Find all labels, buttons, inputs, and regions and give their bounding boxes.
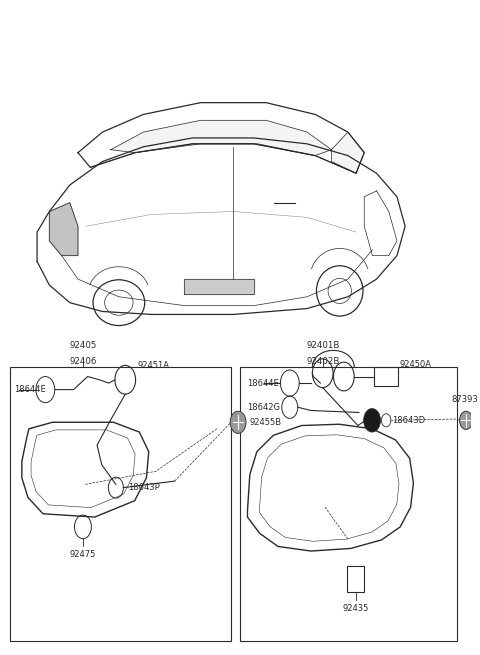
Circle shape xyxy=(230,411,246,434)
Polygon shape xyxy=(332,132,364,174)
Text: 92435: 92435 xyxy=(342,604,369,613)
Bar xyxy=(10,367,231,641)
Text: 18643D: 18643D xyxy=(392,416,425,425)
Text: 92405: 92405 xyxy=(69,341,96,350)
Text: 92406: 92406 xyxy=(69,357,96,366)
Text: 92475: 92475 xyxy=(70,550,96,559)
Bar xyxy=(348,566,364,592)
Text: 92402B: 92402B xyxy=(306,357,339,366)
Bar xyxy=(374,367,398,386)
Polygon shape xyxy=(111,121,332,156)
Text: 18643P: 18643P xyxy=(128,483,159,492)
Circle shape xyxy=(459,411,473,430)
Text: 18644E: 18644E xyxy=(14,385,46,394)
Polygon shape xyxy=(184,279,254,294)
Text: 18642G: 18642G xyxy=(248,403,280,412)
Text: 87393: 87393 xyxy=(451,395,478,404)
Text: 92451A: 92451A xyxy=(137,361,169,370)
Bar xyxy=(240,367,456,641)
Circle shape xyxy=(363,409,381,432)
Text: 92450A: 92450A xyxy=(399,360,432,369)
Text: 92455B: 92455B xyxy=(250,418,282,427)
Text: 92401B: 92401B xyxy=(306,341,339,350)
Text: 18644E: 18644E xyxy=(248,379,279,388)
Polygon shape xyxy=(49,202,78,255)
